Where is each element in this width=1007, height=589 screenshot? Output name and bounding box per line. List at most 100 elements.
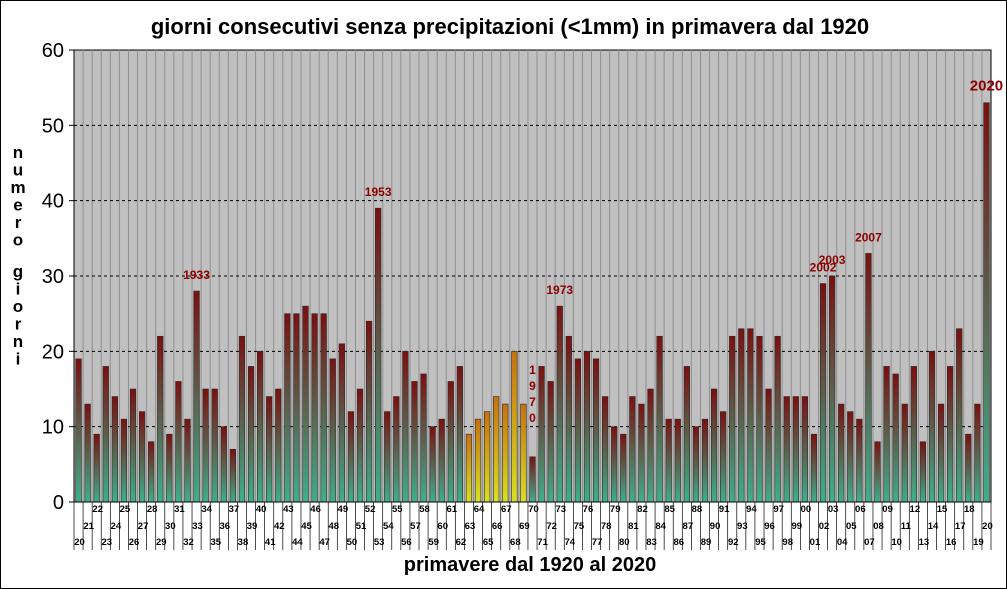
bar <box>856 418 863 503</box>
bar <box>75 358 82 503</box>
x-tick-label: 50 <box>347 537 358 548</box>
x-tick-label: 02 <box>819 521 830 532</box>
y-axis-label-char: m <box>10 178 25 197</box>
x-tick-label: 30 <box>165 521 176 532</box>
x-tick-label: 86 <box>673 537 684 548</box>
bar <box>738 328 745 503</box>
bar <box>511 351 518 503</box>
x-tick-label: 13 <box>919 537 930 548</box>
bar <box>456 366 463 503</box>
bar <box>520 403 527 503</box>
bar <box>956 328 963 503</box>
x-tick-label: 54 <box>383 521 394 532</box>
x-tick-label: 43 <box>283 504 294 515</box>
bar <box>129 388 137 503</box>
x-tick-label: 44 <box>292 537 303 548</box>
x-tick-label: 90 <box>710 521 721 532</box>
x-tick-label: 24 <box>111 521 122 532</box>
bar <box>538 366 545 503</box>
bar <box>638 403 645 503</box>
x-tick-label: 89 <box>701 537 712 548</box>
bar <box>965 433 972 503</box>
bar <box>247 366 255 503</box>
x-tick-label: 34 <box>201 504 212 515</box>
bar <box>810 433 818 503</box>
x-tick-label: 74 <box>565 537 576 548</box>
vertical-year-annotation-char: 7 <box>529 395 536 409</box>
y-axis-label-char: e <box>13 196 22 215</box>
y-axis-label-char: o <box>13 231 23 250</box>
x-tick-label: 68 <box>510 537 521 548</box>
bar <box>838 403 845 503</box>
x-tick-label: 94 <box>746 504 757 515</box>
x-tick-label: 17 <box>955 521 966 532</box>
bar <box>529 456 536 503</box>
x-tick-label: 60 <box>437 521 448 532</box>
x-tick-label: 83 <box>646 537 657 548</box>
bar <box>665 418 672 503</box>
year-annotation: 2003 <box>819 253 846 267</box>
bar <box>175 381 182 503</box>
bar <box>901 403 908 503</box>
y-tick-label: 10 <box>42 417 64 439</box>
x-tick-label: 51 <box>356 521 367 532</box>
x-tick-label: 29 <box>156 537 167 548</box>
bar <box>329 358 336 503</box>
y-tick-label: 50 <box>42 115 64 137</box>
bar <box>438 418 445 503</box>
x-tick-label: 14 <box>928 521 939 532</box>
x-tick-label: 47 <box>319 537 330 548</box>
bar <box>429 426 436 503</box>
x-tick-label: 66 <box>492 521 503 532</box>
x-tick-label: 75 <box>574 521 585 532</box>
bar <box>166 433 173 503</box>
x-tick-label: 36 <box>220 521 231 532</box>
year-annotation: 2020 <box>970 78 1003 95</box>
bar <box>692 426 700 503</box>
y-axis-label-char: i <box>16 280 21 299</box>
year-annotation: 2007 <box>855 230 882 244</box>
vertical-year-annotation-char: 9 <box>529 379 536 393</box>
x-tick-label: 03 <box>828 504 839 515</box>
bar <box>393 396 400 503</box>
bar <box>874 441 881 503</box>
year-annotation: 1933 <box>183 268 210 282</box>
bar <box>747 328 754 503</box>
year-annotation: 1953 <box>365 185 392 199</box>
x-tick-label: 98 <box>782 537 793 548</box>
bar <box>411 381 418 503</box>
x-tick-label: 37 <box>229 504 240 515</box>
x-tick-label: 33 <box>192 521 203 532</box>
y-tick-label: 20 <box>42 341 64 363</box>
x-tick-label: 78 <box>601 521 612 532</box>
x-tick-label: 15 <box>937 504 948 515</box>
bar <box>947 366 954 503</box>
x-tick-label: 35 <box>210 537 221 548</box>
bar <box>320 313 327 503</box>
x-tick-label: 01 <box>810 537 821 548</box>
bar <box>293 313 300 503</box>
x-tick-label: 27 <box>138 521 149 532</box>
bar <box>347 411 355 503</box>
y-axis-label-char: o <box>13 297 23 316</box>
bar <box>720 411 727 503</box>
bar <box>801 396 808 503</box>
bar <box>574 358 582 503</box>
bar <box>919 441 927 503</box>
y-tick-label: 0 <box>53 492 64 514</box>
bar <box>229 448 237 503</box>
bar <box>710 388 718 503</box>
bar <box>93 433 100 503</box>
x-tick-label: 64 <box>474 504 485 515</box>
x-tick-label: 80 <box>619 537 630 548</box>
bar <box>883 366 890 503</box>
x-tick-label: 07 <box>864 537 875 548</box>
bar <box>375 207 382 503</box>
x-tick-label: 31 <box>174 504 185 515</box>
x-tick-label: 82 <box>637 504 648 515</box>
bar <box>257 351 264 503</box>
bar <box>474 418 482 503</box>
x-tick-label: 08 <box>873 521 884 532</box>
y-tick-label: 30 <box>42 266 64 288</box>
x-tick-label: 85 <box>664 504 675 515</box>
